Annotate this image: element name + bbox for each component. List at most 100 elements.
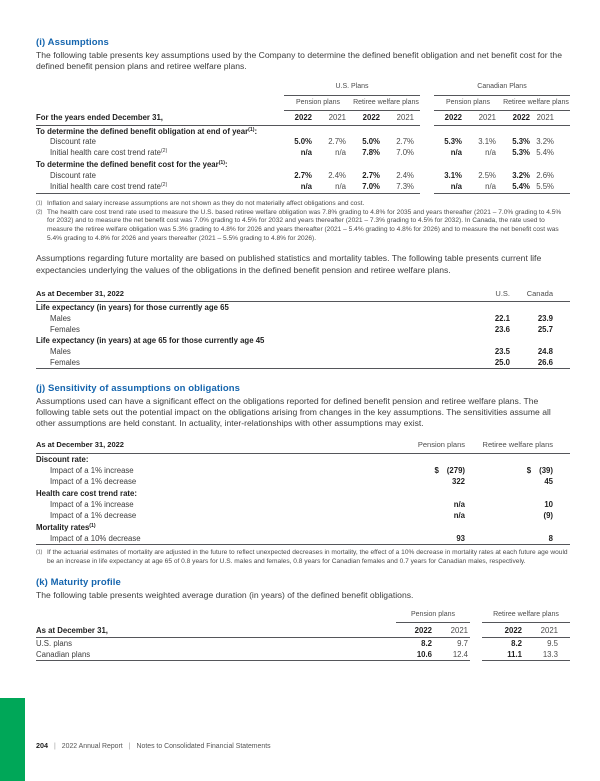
column-gap	[420, 171, 434, 182]
footnote-ref: (2)	[160, 181, 168, 188]
group-header-us-plans: U.S. Plans	[284, 82, 420, 96]
column-gap	[470, 627, 482, 638]
footnote-ref: (1)	[248, 126, 255, 133]
value-cell: 12.4	[434, 649, 470, 661]
column-gap	[420, 85, 434, 96]
table-row: Discount rate 2.7% 2.4% 2.7% 2.4% 3.1% 2…	[36, 171, 570, 182]
table-row: Pension plans Retiree welfare plans	[36, 609, 570, 623]
footnote-ref: (2)	[160, 148, 168, 155]
us-subgroup-headers: Pension plans Retiree welfare plans	[284, 98, 420, 112]
value-cell: 2.7%	[362, 170, 380, 180]
year-header: 2022	[352, 111, 386, 126]
group-header-canadian-plans: Canadian Plans	[434, 82, 570, 96]
value-cell: n/a	[335, 148, 346, 158]
year-header: 2022	[482, 623, 524, 638]
column-gap	[470, 650, 482, 661]
page-number: 204	[36, 741, 48, 750]
value-cell: 22.1	[494, 313, 510, 323]
column-header-retiree: Retiree welfare plans	[465, 439, 570, 454]
mortality-paragraph: Assumptions regarding future mortality a…	[36, 253, 542, 275]
value-cell: 3.1%	[444, 170, 462, 180]
value-cell: 2.7%	[396, 137, 414, 147]
table-row: Impact of a 10% decrease 93 8	[36, 533, 570, 546]
footer-separator: |	[128, 743, 131, 750]
value-cell: 26.6	[510, 357, 570, 369]
section-row: Health care cost trend rate:	[36, 488, 570, 499]
footnote-marker: (2)	[36, 209, 43, 216]
value-cell: n/a	[485, 148, 496, 158]
value-text: (39)	[539, 466, 553, 476]
section-label-text: To determine the defined benefit obligat…	[36, 126, 249, 136]
value-cell: 23.5	[494, 346, 510, 356]
table-row: Males 23.5 24.8	[36, 346, 570, 357]
value-cell: 23.9	[537, 313, 553, 323]
assumptions-table: U.S. Plans Canadian Plans Pension plans …	[36, 82, 570, 194]
table-row: U.S. plans 8.2 9.7 8.2 9.5	[36, 638, 570, 649]
section-label: To determine the defined benefit obligat…	[36, 126, 570, 138]
section-row: Life expectancy (in years) at age 65 for…	[36, 335, 570, 346]
row-label-header: As at December 31,	[36, 623, 396, 638]
value-cell: 8.2	[421, 638, 432, 648]
value-cell: 8.2	[511, 638, 522, 648]
value-cell: 7.8%	[362, 148, 380, 158]
assumptions-intro-paragraph: The following table presents key assumpt…	[36, 50, 562, 72]
value-cell: 9.7	[457, 638, 468, 648]
year-header: 2021	[386, 111, 420, 126]
value-cell: 8	[465, 533, 570, 546]
footer-section-title: Notes to Consolidated Financial Statemen…	[136, 743, 271, 750]
column-gap	[420, 115, 434, 126]
subgroup-header-retiree: Retiree welfare plans	[503, 98, 569, 106]
footer-green-bar	[0, 698, 25, 781]
table-row: Impact of a 1% decrease n/a (9)	[36, 510, 570, 521]
currency-symbol: $	[434, 466, 439, 476]
value-cell: (9)	[543, 511, 553, 521]
table-row: Pension plans Retiree welfare plans Pens…	[36, 96, 570, 112]
table-row: Canadian plans 10.6 12.4 11.1 13.3	[36, 649, 570, 661]
value-cell: 24.8	[537, 346, 553, 356]
subgroup-header-pension: Pension plans	[296, 98, 340, 106]
row-label: Males	[50, 346, 71, 356]
row-label-text: Initial health care cost trend rate	[50, 148, 161, 158]
life-expectancy-table: As at December 31, 2022 U.S. Canada Life…	[36, 288, 570, 369]
column-gap	[420, 183, 434, 194]
row-label: Impact of a 1% decrease	[50, 511, 137, 521]
section-label: Mortality rates(1)	[36, 522, 570, 533]
value-cell: n/a	[468, 182, 502, 194]
value-cell: 7.0%	[352, 182, 386, 194]
column-gap	[420, 137, 434, 148]
value-cell: n/a	[434, 182, 468, 194]
footnote-text: If the actuarial estimates of mortality …	[47, 549, 568, 565]
value-cell: n/a	[450, 148, 462, 158]
sensitivity-intro-paragraph: Assumptions used can have a significant …	[36, 395, 551, 429]
section-row: To determine the defined benefit cost fo…	[36, 159, 570, 171]
row-label: Females	[36, 357, 466, 369]
row-label: Females	[50, 324, 80, 334]
value-cell: n/a	[318, 182, 352, 194]
table-header-row: As at December 31, 2022 Pension plans Re…	[36, 439, 570, 454]
year-header: 2021	[434, 623, 470, 638]
currency-symbol: $	[526, 466, 532, 476]
maturity-intro-paragraph: The following table presents weighted av…	[36, 589, 414, 600]
value-cell: 2.7%	[294, 170, 312, 180]
row-label: Initial health care cost trend rate(2)	[36, 182, 284, 194]
value-cell: 322	[451, 477, 465, 487]
table-row: Females 25.0 26.6	[36, 357, 570, 369]
footer-report-title: 2022 Annual Report	[61, 743, 123, 750]
row-label: Discount rate	[50, 137, 96, 147]
row-label-header: For the years ended December 31,	[36, 111, 284, 126]
footnote-marker: (1)	[36, 200, 43, 207]
section-label-suffix: :	[225, 160, 228, 170]
value-cell: 45	[544, 477, 553, 487]
row-label: Males	[50, 313, 71, 323]
page-footer: 204 | 2022 Annual Report | Notes to Cons…	[36, 741, 271, 750]
row-label: Impact of a 10% decrease	[36, 533, 370, 546]
column-header-us: U.S.	[466, 288, 510, 302]
spacer-cell	[36, 612, 396, 623]
table-row: Males 22.1 23.9	[36, 313, 570, 324]
section-label: Discount rate:	[36, 454, 89, 464]
row-label: Initial health care cost trend rate(2)	[36, 148, 284, 159]
group-header-retiree: Retiree welfare plans	[482, 609, 570, 623]
year-header-row: For the years ended December 31, 2022 20…	[36, 111, 570, 126]
year-header: 2022	[434, 111, 468, 126]
value-cell: 5.3%	[512, 148, 530, 158]
